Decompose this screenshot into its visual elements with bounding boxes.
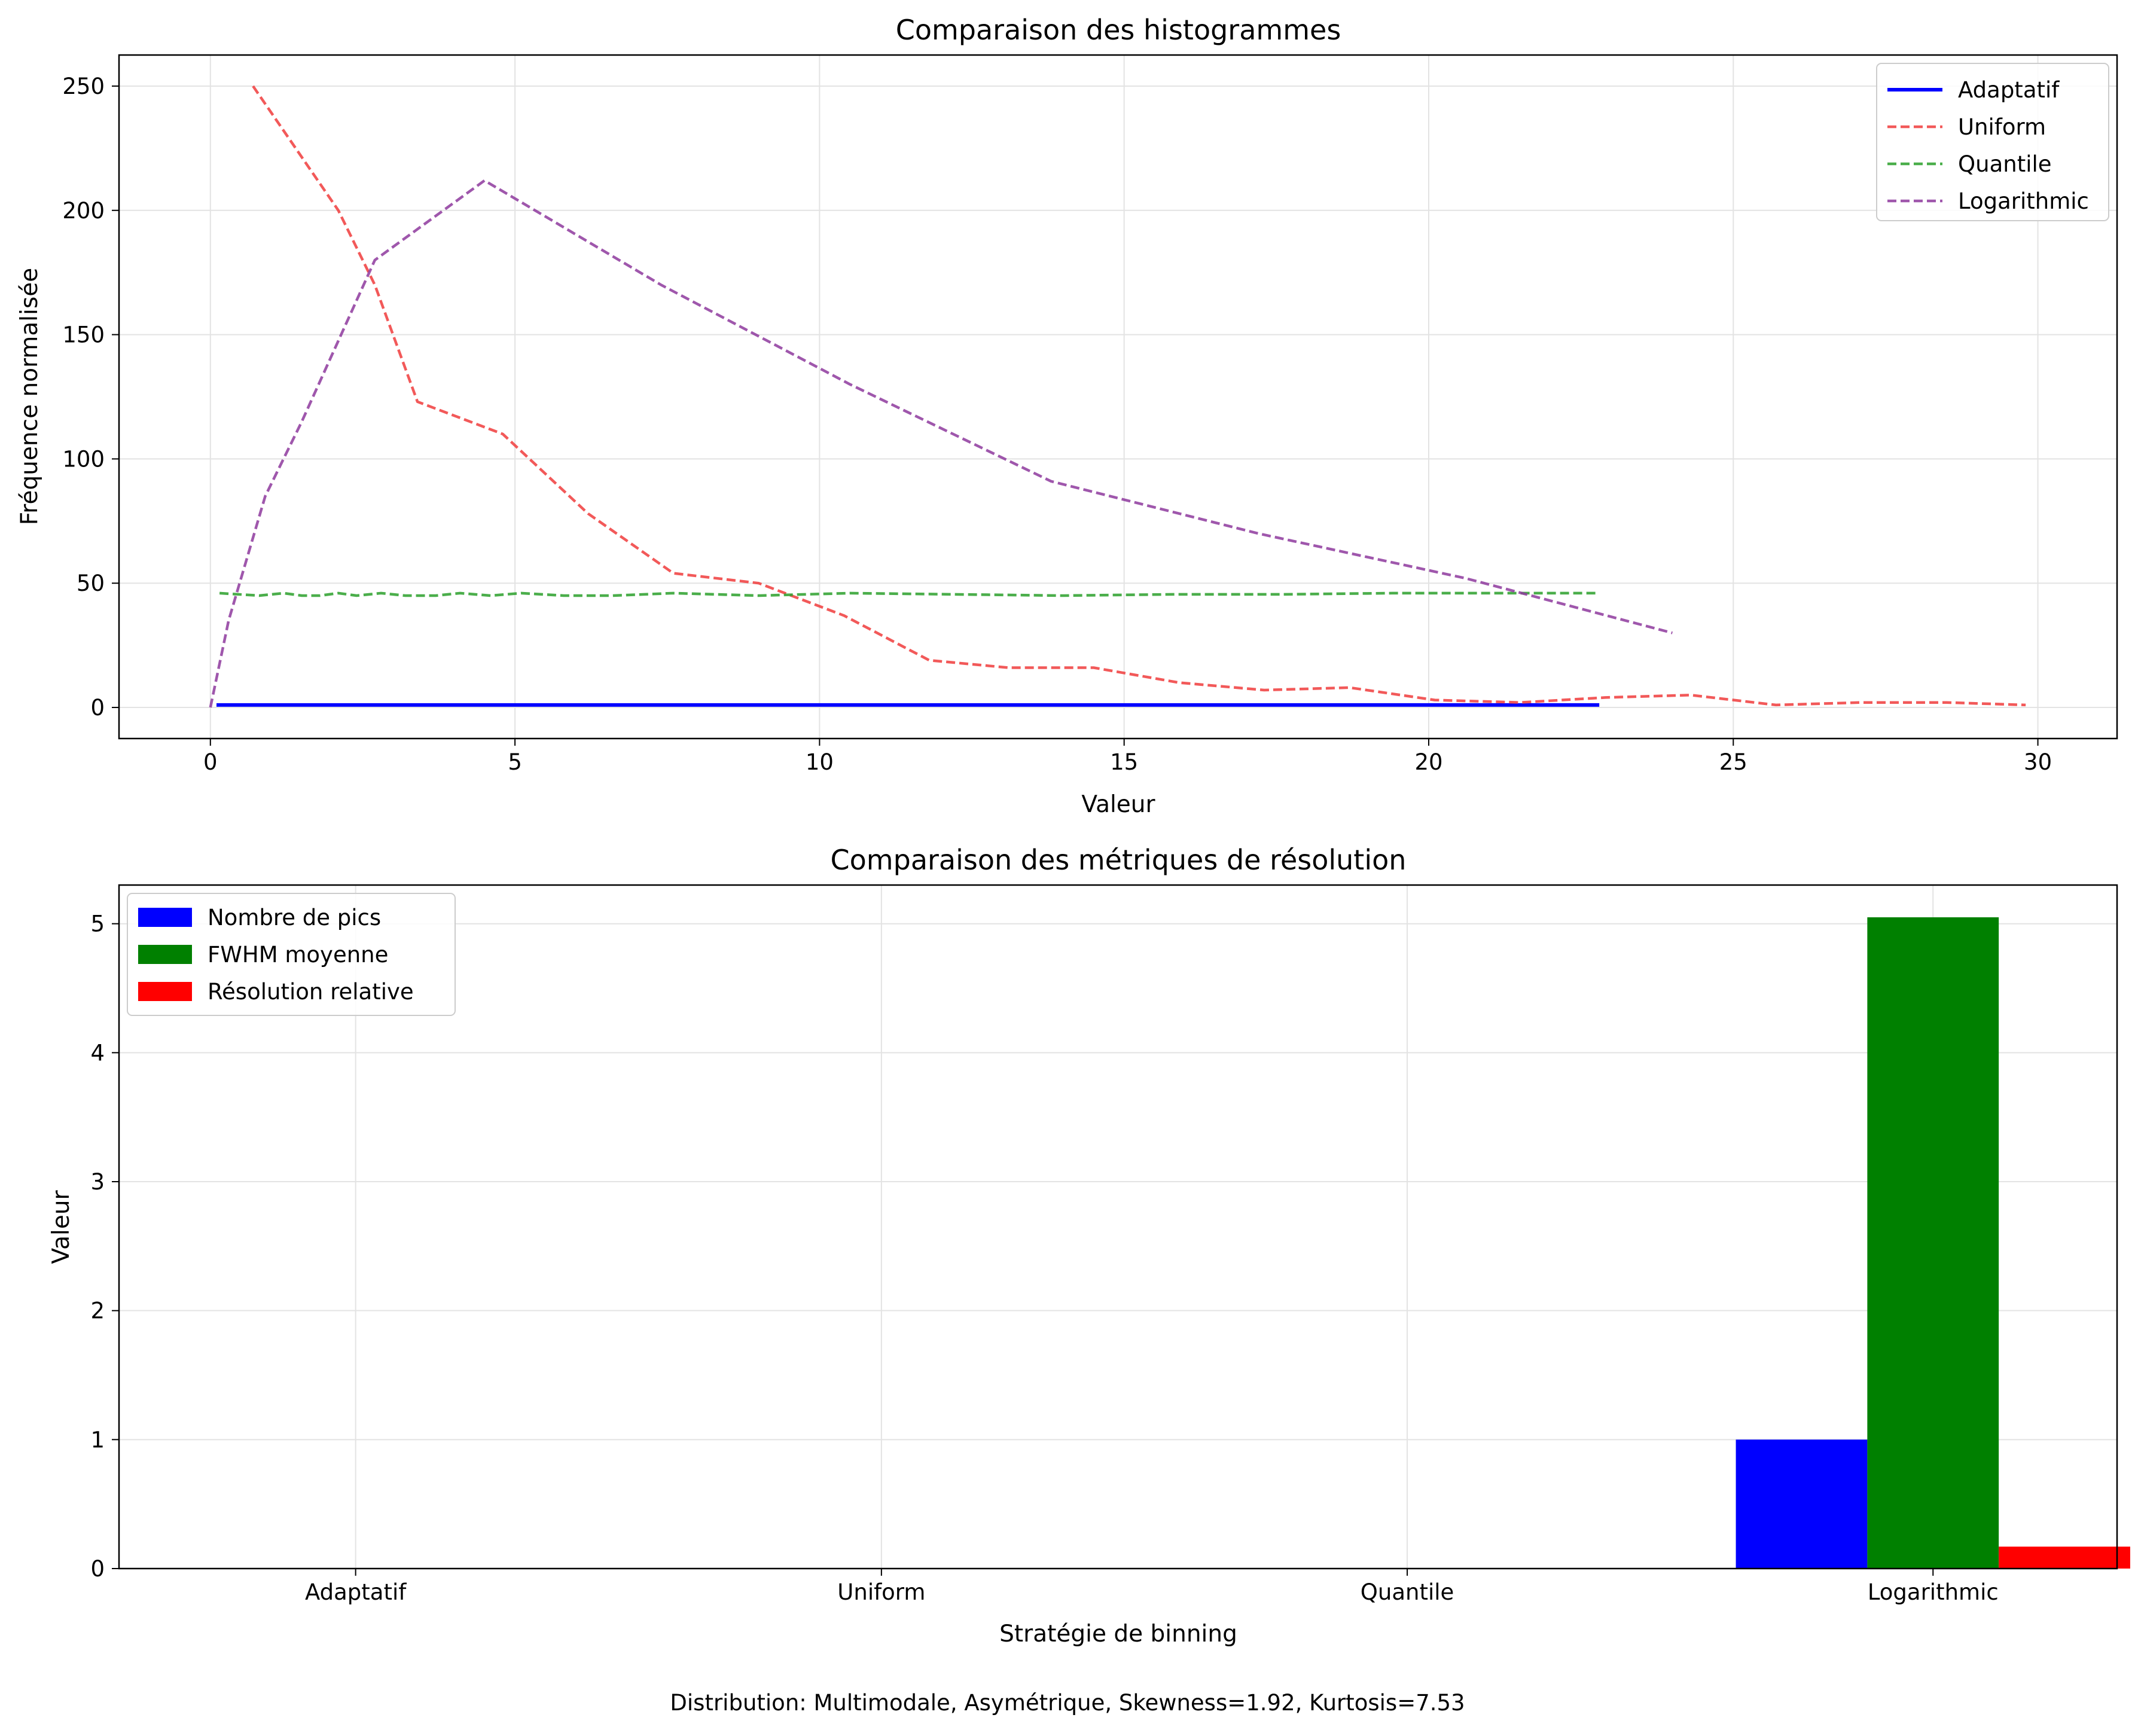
bar-r-solution-relative-logarithmic: [1999, 1546, 2130, 1569]
series-line-quantile: [219, 591, 1600, 597]
legend-swatch-fwhm-moyenne: [138, 945, 192, 964]
top-x-tick-label: 10: [806, 749, 834, 775]
histogram-comparison-chart: 0 5 10 15 20 25 30 0 50 100 150 200 250 Comparaison …: [16, 14, 2118, 818]
bottom-plot-frame: [118, 884, 2118, 1570]
top-y-tick-label: 0: [90, 695, 105, 721]
legend-label-fwhm-moyenne: FWHM moyenne: [208, 942, 388, 968]
resolution-metrics-chart: 0 1 2 3 4 5 Adaptatif Uniform Quantile Logarithmi…: [48, 844, 2130, 1647]
bottom-y-tick-label: 5: [90, 911, 105, 937]
top-legend-frame: [1876, 63, 2109, 221]
bottom-y-axis-label: Valeur: [48, 1189, 75, 1264]
series-line-uniform: [252, 85, 2026, 707]
legend-label-r-solution-relative: Résolution relative: [208, 979, 414, 1005]
legend-swatch-r-solution-relative: [138, 982, 192, 1001]
bar-fwhm-moyenne-logarithmic: [1867, 917, 1999, 1569]
legend-label-uniform: Uniform: [1958, 114, 2046, 140]
bottom-x-axis-label: Stratégie de binning: [999, 1621, 1237, 1647]
bottom-x-tick-label: Quantile: [1361, 1579, 1454, 1605]
top-chart-title: Comparaison des histogrammes: [896, 14, 1341, 46]
top-y-axis-label: Fréquence normalisée: [16, 268, 43, 526]
bottom-x-tick-label: Uniform: [837, 1579, 925, 1605]
top-x-tick-label: 20: [1414, 749, 1442, 775]
top-legend: Adaptatif Uniform Quantile Logarithmic: [1876, 63, 2109, 221]
legend-label-logarithmic: Logarithmic: [1958, 188, 2089, 214]
top-x-tick-label: 25: [1719, 749, 1747, 775]
top-y-tick-label: 150: [62, 322, 105, 348]
bottom-y-tick-label: 2: [90, 1298, 105, 1324]
bar-nombre-de-pics-logarithmic: [1736, 1439, 1868, 1569]
bottom-y-tick-label: 4: [90, 1040, 105, 1066]
legend-label-quantile: Quantile: [1958, 151, 2052, 177]
top-x-tick-label: 0: [203, 749, 218, 775]
top-x-axis-label: Valeur: [1081, 791, 1155, 818]
legend-label-nombre-de-pics: Nombre de pics: [208, 905, 381, 930]
legend-label-adaptatif: Adaptatif: [1958, 77, 2060, 103]
bottom-legend-frame: [127, 893, 456, 1016]
bottom-y-tick-label: 3: [90, 1169, 105, 1195]
series-line-logarithmic: [209, 179, 1673, 708]
bottom-y-tick-label: 0: [90, 1556, 105, 1582]
distribution-caption: Distribution: Multimodale, Asymétrique, …: [670, 1690, 1465, 1716]
bottom-legend: Nombre de pics FWHM moyenne Résolution rel…: [127, 893, 456, 1016]
top-plot-frame: [118, 54, 2118, 740]
bottom-y-tick-label: 1: [90, 1427, 105, 1453]
top-x-tick-label: 15: [1110, 749, 1138, 775]
bottom-chart-title: Comparaison des métriques de résolution: [831, 844, 1407, 876]
top-x-tick-label: 5: [508, 749, 522, 775]
top-y-tick-label: 50: [77, 570, 105, 596]
bottom-x-tick-label: Logarithmic: [1868, 1579, 1999, 1605]
top-y-tick-label: 200: [62, 198, 105, 224]
legend-swatch-nombre-de-pics: [138, 908, 192, 927]
top-x-tick-label: 30: [2024, 749, 2052, 775]
top-y-tick-label: 100: [62, 446, 105, 472]
top-y-tick-label: 250: [62, 74, 105, 99]
bottom-x-tick-label: Adaptatif: [305, 1579, 407, 1605]
